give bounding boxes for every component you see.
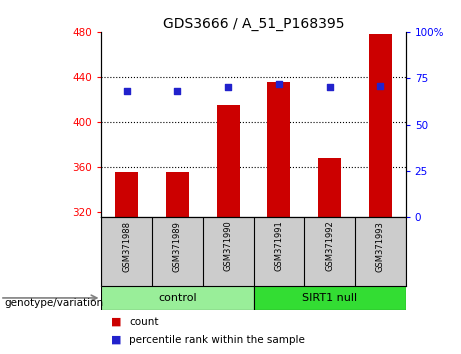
- Text: GSM371992: GSM371992: [325, 221, 334, 272]
- Bar: [166, 172, 189, 217]
- Bar: [369, 34, 392, 217]
- Text: GSM371993: GSM371993: [376, 221, 385, 272]
- Bar: [217, 105, 240, 217]
- Text: GSM371988: GSM371988: [122, 221, 131, 272]
- Text: GSM371989: GSM371989: [173, 221, 182, 272]
- Text: GSM371990: GSM371990: [224, 221, 233, 272]
- Point: [377, 83, 384, 88]
- Bar: [318, 158, 341, 217]
- Point: [174, 88, 181, 94]
- Text: SIRT1 null: SIRT1 null: [302, 293, 357, 303]
- Bar: [267, 82, 290, 217]
- Point: [326, 85, 333, 90]
- Bar: [254, 286, 406, 310]
- Text: percentile rank within the sample: percentile rank within the sample: [129, 335, 305, 345]
- Point: [225, 85, 232, 90]
- Text: genotype/variation: genotype/variation: [5, 298, 104, 308]
- Title: GDS3666 / A_51_P168395: GDS3666 / A_51_P168395: [163, 17, 344, 31]
- Point: [275, 81, 283, 87]
- Text: ■: ■: [111, 317, 121, 327]
- Text: GSM371991: GSM371991: [274, 221, 284, 272]
- Bar: [115, 172, 138, 217]
- Text: control: control: [158, 293, 197, 303]
- Point: [123, 88, 130, 94]
- Bar: [101, 286, 254, 310]
- Text: ■: ■: [111, 335, 121, 345]
- Text: count: count: [129, 317, 159, 327]
